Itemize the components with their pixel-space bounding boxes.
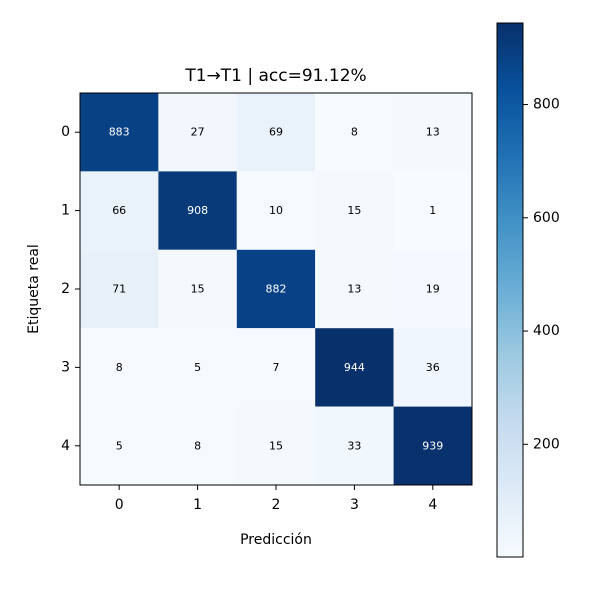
heatmap-cell	[236, 328, 316, 407]
colorbar-tick-label: 600	[533, 210, 560, 226]
x-tick-label: 2	[272, 497, 281, 513]
x-tick-label: 3	[350, 497, 359, 513]
cell-value-label: 27	[191, 126, 205, 139]
heatmap-cell	[315, 406, 394, 485]
heatmap-cell	[393, 406, 472, 485]
chart-title: T1→T1 | acc=91.12%	[184, 66, 366, 86]
cell-value-label: 8	[351, 126, 358, 139]
y-tick-label: 2	[61, 281, 70, 297]
cell-value-label: 7	[273, 361, 280, 374]
cell-value-label: 36	[426, 361, 440, 374]
x-tick-label: 1	[193, 497, 202, 513]
cell-value-label: 1	[429, 204, 436, 217]
heatmap-cell	[315, 249, 394, 329]
heatmap-cell	[315, 93, 394, 172]
cell-value-label: 5	[116, 439, 123, 452]
cell-value-label: 883	[109, 126, 130, 139]
cell-value-label: 8	[194, 439, 201, 452]
cell-value-label: 10	[269, 204, 283, 217]
heatmap-cell	[393, 328, 472, 407]
cell-value-label: 8	[116, 361, 123, 374]
heatmap-cell	[315, 328, 394, 407]
heatmap-cell	[393, 171, 472, 250]
colorbar	[496, 22, 524, 558]
cell-value-label: 15	[269, 439, 283, 452]
y-tick-label: 3	[61, 359, 70, 375]
heatmap-cell	[236, 406, 316, 485]
y-tick-label: 1	[61, 203, 70, 219]
cell-value-label: 908	[187, 204, 208, 217]
cell-value-label: 33	[347, 439, 361, 452]
heatmap-cell	[393, 93, 472, 172]
cell-value-label: 15	[347, 204, 361, 217]
cell-value-label: 19	[426, 283, 440, 296]
y-tick-label: 4	[61, 438, 70, 454]
colorbar-ticks: 200 400 600 800	[523, 97, 560, 452]
heatmap-cells: 883 27 69 8 13 66 908 10 15 1 71 15 882 13 19 8 5 7 944 36 5…	[80, 93, 472, 485]
cell-value-label: 69	[269, 126, 283, 139]
colorbar-tick-label: 400	[533, 323, 560, 339]
colorbar-tick-label: 200	[533, 436, 560, 452]
cell-value-label: 939	[422, 439, 443, 452]
heatmap-cell	[236, 93, 316, 172]
heatmap-cell	[80, 328, 159, 407]
heatmap-cell	[158, 328, 237, 407]
cell-value-label: 15	[191, 283, 205, 296]
colorbar-tick-label: 800	[533, 97, 560, 113]
heatmap-cell	[158, 406, 237, 485]
cell-value-label: 944	[344, 361, 365, 374]
heatmap-cell	[80, 406, 159, 485]
cell-value-label: 13	[426, 126, 440, 139]
cell-value-label: 5	[194, 361, 201, 374]
cell-value-label: 13	[347, 283, 361, 296]
cell-value-label: 66	[112, 204, 126, 217]
x-axis-ticks: 0 1 2 3 4	[115, 485, 437, 513]
y-tick-label: 0	[61, 124, 70, 140]
heatmap-cell	[236, 249, 316, 329]
y-axis-ticks: 0 1 2 3 4	[61, 124, 80, 454]
x-tick-label: 0	[115, 497, 124, 513]
heatmap-cell	[158, 249, 237, 329]
heatmap-cell	[80, 249, 159, 329]
heatmap-cell	[80, 93, 159, 172]
heatmap-cell	[158, 93, 237, 172]
heatmap-cell	[80, 171, 159, 250]
y-axis-label: Etiqueta real	[26, 244, 42, 334]
cell-value-label: 882	[266, 283, 287, 296]
x-tick-label: 4	[428, 497, 437, 513]
heatmap-cell	[393, 249, 472, 329]
heatmap-cell	[236, 171, 316, 250]
cell-value-label: 71	[112, 283, 126, 296]
heatmap-cell	[158, 171, 237, 250]
x-axis-label: Predicción	[240, 532, 312, 548]
heatmap-cell	[315, 171, 394, 250]
